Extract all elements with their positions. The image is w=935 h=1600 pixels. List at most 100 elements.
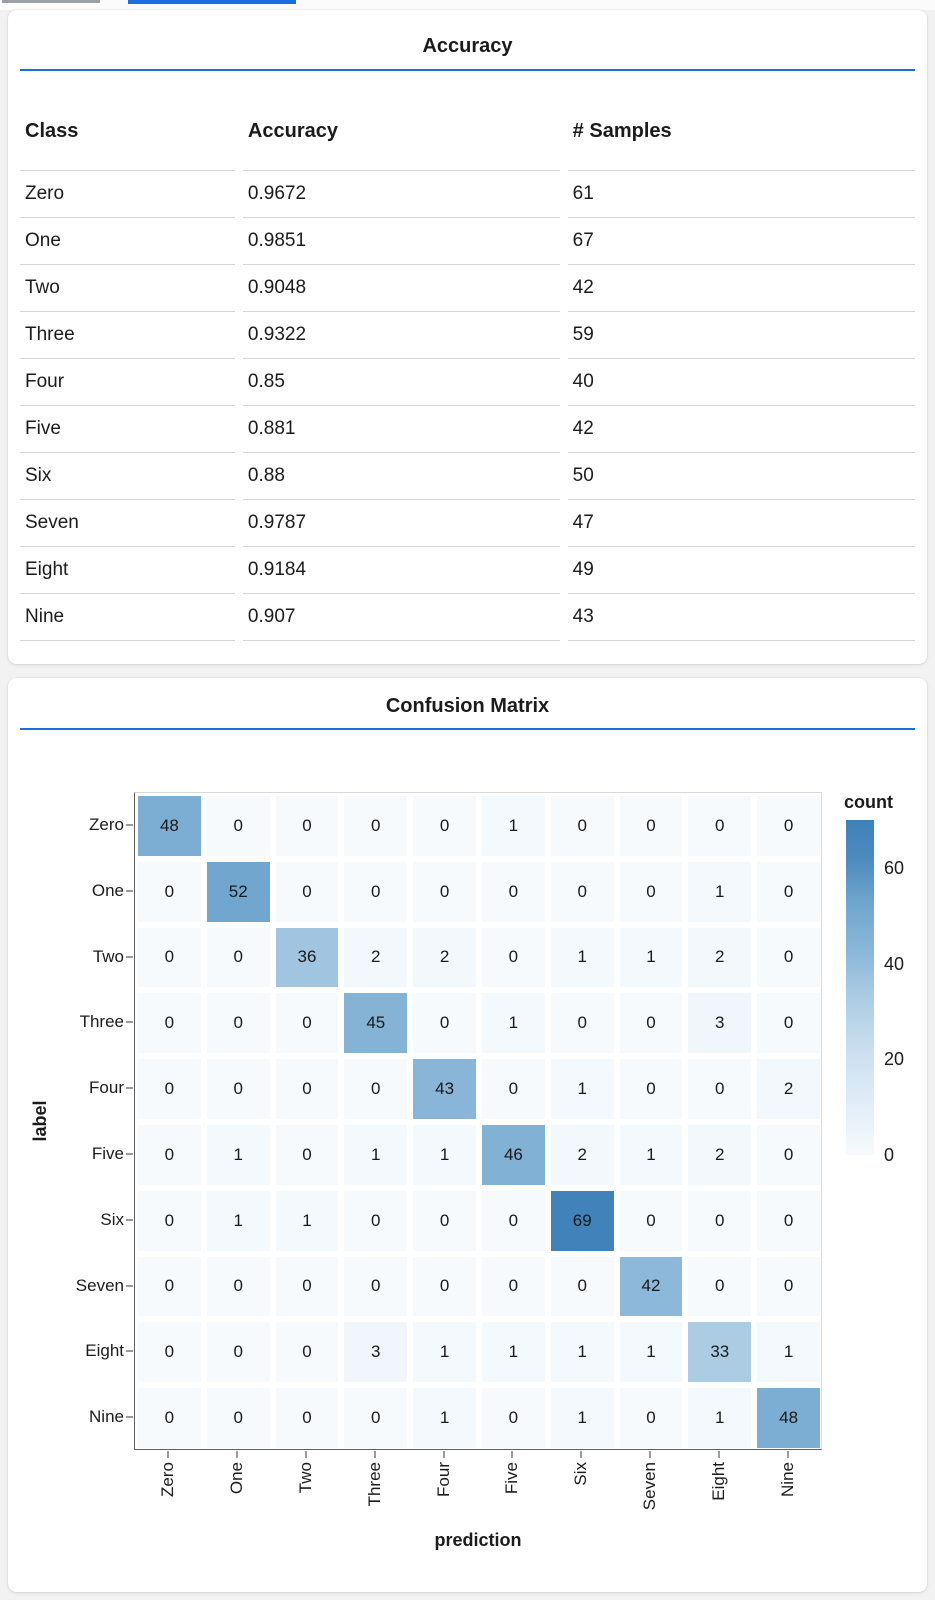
y-tick-mark: [126, 1350, 133, 1353]
heatmap-cell: 1: [344, 1125, 408, 1185]
table-cell: Four: [20, 359, 235, 406]
heatmap-cell: 48: [757, 1388, 820, 1448]
y-tick-mark: [126, 1021, 133, 1024]
table-cell: 47: [567, 500, 915, 547]
heatmap-cell: 0: [344, 1059, 408, 1119]
heatmap-cell: 0: [482, 1190, 545, 1251]
table-cell: 67: [567, 218, 915, 265]
heatmap-cell: 1: [688, 861, 752, 922]
y-tick-label: Zero: [89, 814, 124, 834]
table-row: Six 0.88 50: [20, 453, 915, 500]
heatmap-cell: 1: [482, 1322, 545, 1383]
heatmap-cell: 0: [413, 861, 476, 922]
heatmap-cell: 43: [413, 1059, 476, 1119]
heatmap-cell: 0: [275, 1125, 339, 1185]
table-cell: Six: [20, 453, 235, 500]
y-tick-label: Three: [79, 1012, 124, 1032]
heatmap-cell: 0: [344, 861, 408, 922]
heatmap-cell: 0: [206, 1256, 270, 1317]
heatmap-cell: 1: [619, 1322, 683, 1383]
heatmap-cell: 0: [206, 927, 270, 988]
heatmap-cell: 0: [206, 1388, 270, 1448]
table-cell: 50: [567, 453, 915, 500]
table-cell: 42: [567, 406, 915, 453]
heatmap-cell: 2: [550, 1125, 614, 1185]
table-cell: 40: [567, 359, 915, 406]
confusion-matrix-title: Confusion Matrix: [385, 695, 550, 717]
heatmap-cell: 0: [275, 1388, 339, 1448]
heatmap-cell: 48: [138, 796, 201, 856]
heatmap-cell: 1: [482, 796, 545, 856]
heatmap-cell: 0: [275, 861, 339, 922]
table-cell: 0.9184: [242, 547, 560, 594]
heatmap-cell: 42: [619, 1256, 683, 1317]
accuracy-panel-title: Accuracy: [422, 35, 513, 57]
heatmap-cell: 0: [757, 993, 820, 1054]
heatmap-cell: 0: [138, 993, 201, 1054]
x-tick-mark: [167, 1451, 170, 1458]
table-row: Zero 0.9672 61: [20, 171, 915, 218]
x-tick-label: Nine: [777, 1462, 797, 1497]
heatmap-cell: 0: [757, 861, 820, 922]
active-tab-indicator[interactable]: [128, 0, 296, 4]
heatmap-cell: 0: [757, 1256, 820, 1317]
legend-tick-label: 0: [884, 1145, 895, 1165]
table-cell: 42: [567, 265, 915, 312]
table-cell: One: [20, 218, 235, 265]
table-cell: Zero: [20, 171, 235, 218]
heatmap-cell: 1: [550, 1059, 614, 1119]
table-cell: 0.9048: [242, 265, 560, 312]
table-cell: Nine: [20, 594, 235, 641]
heatmap-cell: 0: [619, 993, 683, 1054]
y-tick-mark: [126, 1416, 133, 1419]
table-cell: 49: [567, 547, 915, 594]
x-tick-mark: [373, 1451, 376, 1458]
table-cell: 59: [567, 312, 915, 359]
x-tick-mark: [442, 1451, 445, 1458]
y-tick-mark: [126, 955, 133, 958]
y-tick-label: Six: [100, 1209, 124, 1229]
y-tick-label: Four: [89, 1078, 124, 1098]
heatmap-cell: 2: [757, 1059, 820, 1119]
y-tick-label: Nine: [89, 1407, 124, 1427]
heatmap-cell: 0: [482, 1256, 545, 1317]
heatmap-cell: 0: [344, 1256, 408, 1317]
heatmap-cell: 0: [275, 1256, 339, 1317]
heatmap-cell: 0: [275, 1322, 339, 1383]
heatmap-cell: 0: [275, 796, 339, 856]
heatmap-cell: 1: [413, 1322, 476, 1383]
y-tick-label: Eight: [85, 1341, 124, 1361]
table-cell: Three: [20, 312, 235, 359]
table-row: Nine 0.907 43: [20, 594, 915, 641]
accuracy-table: Class Accuracy # Samples Zero 0.9672 61 One 0.…: [12, 92, 923, 641]
legend-gradient-bar: [846, 820, 874, 1155]
heatmap-cell: 0: [757, 1190, 820, 1251]
page-top-strip: [0, 0, 935, 10]
heatmap-cell: 0: [413, 1190, 476, 1251]
heatmap-cell: 1: [619, 927, 683, 988]
heatmap-cell: 0: [413, 993, 476, 1054]
column-header: Accuracy: [242, 92, 560, 171]
table-cell: 0.9851: [242, 218, 560, 265]
heatmap-cell: 0: [206, 1059, 270, 1119]
title-underline: [20, 728, 915, 730]
legend-tick-label: 60: [884, 857, 905, 878]
table-cell: 61: [567, 171, 915, 218]
x-tick-label: Five: [502, 1462, 522, 1495]
x-tick-mark: [236, 1451, 239, 1458]
x-tick-mark: [580, 1451, 583, 1458]
heatmap-cell: 0: [619, 1059, 683, 1119]
heatmap-cell: 0: [138, 1322, 201, 1383]
heatmap-cell: 52: [206, 861, 270, 922]
table-row: Four 0.85 40: [20, 359, 915, 406]
scrollbar-indicator[interactable]: [2, 0, 100, 3]
table-cell: 0.881: [242, 406, 560, 453]
heatmap-cell: 0: [482, 861, 545, 922]
y-tick-mark: [126, 1087, 133, 1090]
heatmap-cell: 0: [206, 796, 270, 856]
table-row: Seven 0.9787 47: [20, 500, 915, 547]
table-cell: 0.9787: [242, 500, 560, 547]
x-tick-mark: [649, 1451, 651, 1458]
heatmap-cell: 0: [344, 1388, 408, 1448]
table-cell: Five: [20, 406, 235, 453]
